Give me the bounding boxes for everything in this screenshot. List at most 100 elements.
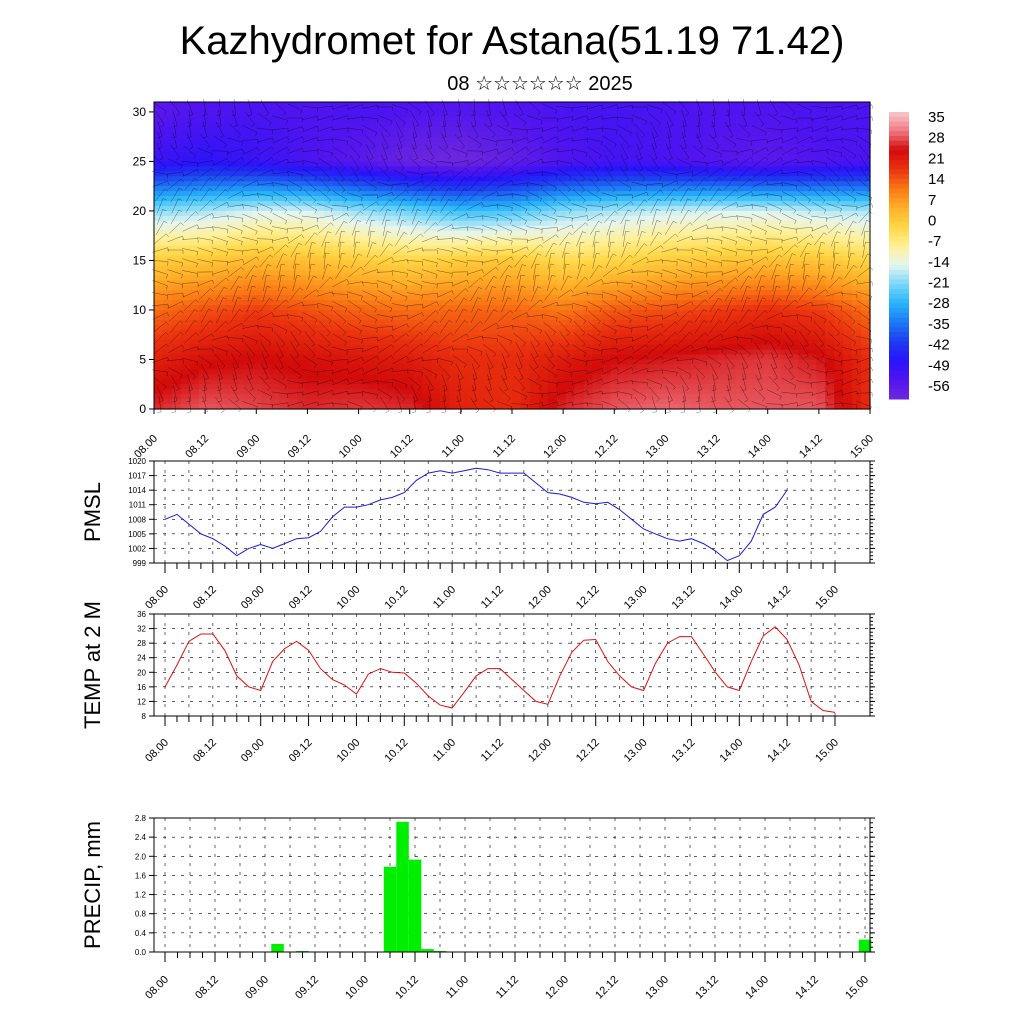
heatmap-cell [744,389,755,395]
heatmap-cell [467,329,477,336]
heatmap-cell [565,225,576,232]
heatmap-cell [744,379,755,385]
heatmap-cell [476,349,486,356]
heatmap-cell [485,344,495,351]
heatmap-cell [377,156,388,163]
heatmap-cell [368,136,379,143]
heatmap-cell [306,181,316,187]
heatmap-cell [395,141,406,148]
heatmap-cell [216,116,227,123]
heatmap-cell [440,240,450,247]
heatmap-cell [673,295,683,301]
heatmap-cell [306,329,316,336]
heatmap-cell [243,191,254,197]
heatmap-cell [547,404,558,410]
heatmap-cell [341,349,352,356]
heatmap-cell [771,191,782,197]
heatmap-cell [556,300,567,306]
heatmap-cell [485,329,495,336]
heatmap-cell [708,225,719,232]
heatmap-cell [449,146,459,153]
heatmap-cell [798,131,808,138]
heatmap-cell [798,181,808,187]
heatmap-cell [673,394,683,400]
heatmap-cell [243,245,254,252]
heatmap-cell [861,146,871,153]
heatmap-cell [476,300,486,306]
heatmap-cell [449,260,459,266]
heatmap-cell [494,329,504,336]
heatmap-cell [592,379,603,385]
heatmap-cell [154,309,164,316]
heatmap-cell [395,151,406,158]
heatmap-cell [422,102,433,108]
heatmap-cell [503,151,513,158]
heatmap-cell [691,126,701,133]
heatmap-cell [431,389,441,395]
heatmap-cell [565,131,576,138]
heatmap-cell [601,359,612,366]
heatmap-cell [708,131,719,138]
heatmap-cell [520,141,531,148]
heatmap-cell [807,305,817,311]
heatmap-cell [503,354,513,361]
heatmap-cell [762,369,773,375]
heatmap-cell [744,329,755,336]
heatmap-cell [413,389,424,395]
heatmap-cell [198,255,209,262]
heatmap-cell [261,255,271,262]
heatmap-cell [350,111,361,118]
heatmap-cell [395,196,406,202]
heatmap-cell [834,201,844,207]
heatmap-cell [807,280,817,286]
heatmap-cell [350,255,361,262]
heatmap-cell [825,280,835,286]
heatmap-cell [494,369,504,375]
heatmap-cell [547,210,558,217]
heatmap-cell [682,300,692,306]
heatmap-cell [771,384,782,390]
heatmap-cell [503,196,513,202]
heatmap-cell [270,151,280,158]
heatmap-cell [861,121,871,128]
heatmap-cell [171,359,182,366]
heatmap-cell [825,205,835,212]
heatmap-cell [825,106,835,113]
heatmap-cell [538,300,549,306]
heatmap-cell [547,102,558,108]
heatmap-cell [538,220,549,227]
heatmap-cell [556,275,567,281]
heatmap-cell [225,220,236,227]
heatmap-cell [306,196,316,202]
heatmap-cell [395,171,406,177]
heatmap-cell [485,255,495,262]
heatmap-cell [762,354,773,361]
heatmap-cell [270,220,280,227]
heatmap-cell [861,280,871,286]
heatmap-cell [207,136,218,143]
heatmap-cell [825,339,835,346]
heatmap-cell [458,349,468,356]
heatmap-cell [512,250,522,257]
heatmap-cell [413,379,424,385]
heatmap-cell [422,324,433,331]
heatmap-cell [198,126,209,133]
heatmap-cell [655,191,665,197]
heatmap-cell [458,230,468,237]
heatmap-cell [359,339,370,346]
heatmap-cell [341,295,352,301]
heatmap-cell [270,245,280,252]
heatmap-cell [717,255,728,262]
heatmap-cell [789,295,799,301]
heatmap-cell [726,285,737,291]
heatmap-cell [843,225,853,232]
heatmap-cell [682,309,692,316]
heatmap-cell [619,255,629,262]
heatmap-cell [404,146,415,153]
heatmap-cell [207,394,218,400]
heatmap-cell [306,285,316,291]
heatmap-cell [485,131,495,138]
heatmap-cell [279,106,289,113]
heatmap-cell [556,116,567,123]
heatmap-cell [825,245,835,252]
